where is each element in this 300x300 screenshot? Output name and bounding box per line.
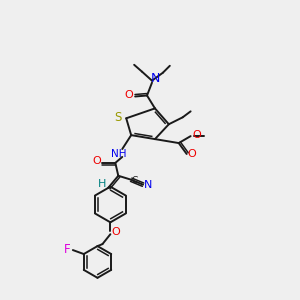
Text: C: C <box>131 176 137 185</box>
Text: N: N <box>150 72 160 85</box>
Text: N: N <box>144 180 152 190</box>
Text: O: O <box>125 89 134 100</box>
Text: NH: NH <box>110 149 126 159</box>
Text: F: F <box>64 243 70 256</box>
Text: O: O <box>192 130 201 140</box>
Text: O: O <box>111 227 120 237</box>
Text: O: O <box>92 156 101 166</box>
Text: S: S <box>115 111 122 124</box>
Text: O: O <box>187 149 196 159</box>
Text: H: H <box>98 179 106 189</box>
